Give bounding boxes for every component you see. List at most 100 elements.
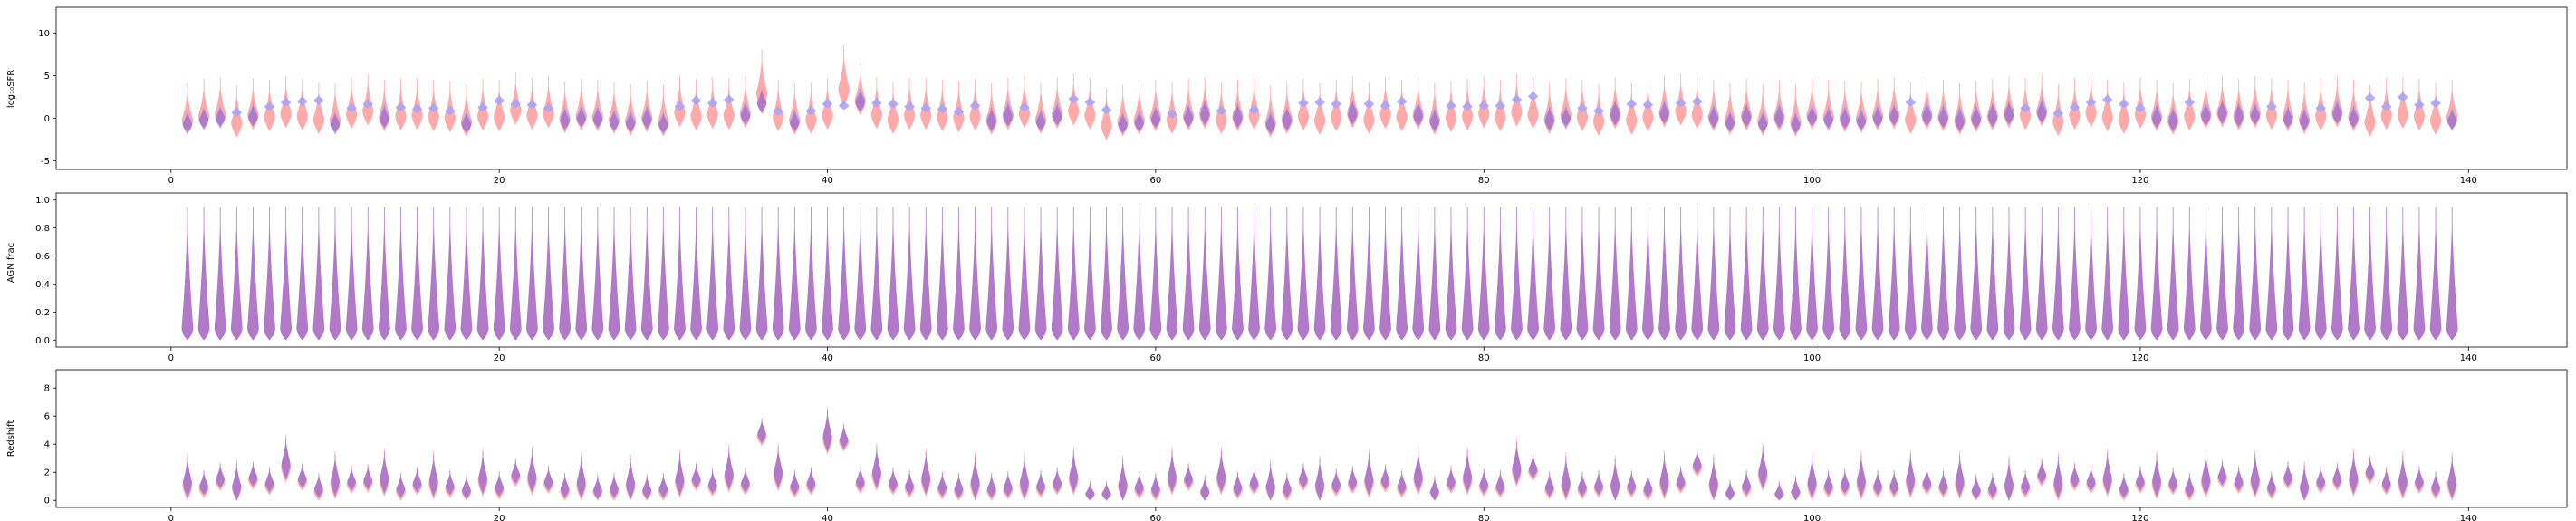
violin-redshift (560, 474, 570, 498)
violin-redshift (1265, 463, 1275, 501)
violin-sfr-blue (1446, 100, 1456, 111)
violin-agn-frac (772, 207, 784, 341)
x-tick-label: 140 (2460, 514, 2477, 521)
violin-sfr-blue (2414, 99, 2425, 110)
violin-sfr-overlap (790, 111, 800, 131)
violin-agn-frac (361, 207, 374, 341)
violin-sfr-blue (839, 100, 850, 111)
violin-redshift (2185, 474, 2195, 498)
violin-sfr-overlap (1544, 107, 1554, 130)
violin-agn-frac (378, 207, 390, 341)
violin-agn-frac (838, 207, 851, 341)
violin-redshift (445, 470, 455, 496)
violin-sfr-overlap (1922, 103, 1932, 126)
violin-agn-frac (559, 207, 572, 341)
violin-agn-frac (690, 207, 703, 341)
violin-agn-frac (1724, 207, 1736, 341)
violin-agn-frac (2331, 207, 2343, 341)
violin-sfr-blue (1331, 98, 1341, 109)
violin-sfr-blue (1577, 102, 1588, 112)
violin-redshift (2037, 459, 2047, 484)
y-tick-label: 6 (44, 412, 50, 422)
violin-agn-frac (1346, 207, 1359, 341)
violin-redshift (642, 475, 652, 499)
violin-sfr-overlap (216, 107, 226, 126)
violin-agn-frac (953, 207, 965, 341)
violin-agn-frac (2035, 207, 2048, 341)
violin-redshift (610, 474, 619, 498)
violin-agn-frac (2446, 207, 2458, 341)
violin-redshift (1594, 470, 1603, 496)
x-tick-label: 120 (2131, 176, 2148, 186)
violin-redshift (1922, 468, 1932, 492)
violin-agn-frac (870, 207, 883, 341)
axes-frame (55, 6, 2568, 170)
violin-redshift (1348, 467, 1358, 491)
violin-sfr-overlap (1938, 106, 1948, 128)
violin-sfr-blue (2020, 102, 2031, 112)
violin-agn-frac (1248, 207, 1261, 341)
violin-agn-frac (1871, 207, 1884, 341)
violin-redshift (1906, 453, 1916, 496)
violin-sfr-blue (1084, 96, 1095, 107)
violin-redshift (1184, 464, 1193, 488)
violin-redshift (658, 474, 668, 498)
y-tick-label: 0.8 (35, 224, 50, 234)
violin-sfr-overlap (1561, 108, 1571, 126)
violin-sfr-overlap (1807, 106, 1817, 126)
violin-redshift (199, 470, 208, 496)
violin-agn-frac (493, 207, 505, 341)
violin-redshift (1200, 477, 1210, 501)
violin-agn-frac (2019, 207, 2032, 341)
violin-agn-frac (2314, 207, 2327, 341)
agn-frac-panel: AGN frac 0.0 0.2 0.4 0.6 0.8 1.0 0 20 40 60 80 100 1… (6, 192, 2568, 363)
violin-agn-frac (2101, 207, 2114, 341)
violin-redshift (986, 474, 996, 498)
violin-redshift (1758, 446, 1768, 488)
violin-sfr-blue (822, 98, 833, 109)
violin-redshift (2332, 464, 2342, 488)
violin-sfr-blue (1363, 98, 1374, 109)
violin-agn-frac (312, 207, 325, 341)
violin-agn-frac (197, 207, 210, 341)
violin-agn-frac (1658, 207, 1670, 341)
violin-sfr-blue (953, 105, 964, 116)
violin-sfr-blue (2266, 101, 2277, 111)
violin-redshift (2431, 472, 2440, 497)
violin-agn-frac (1954, 207, 1966, 341)
violin-sfr-pink (2101, 80, 2113, 131)
violin-sfr-blue (543, 102, 554, 112)
violin-sfr-overlap (2217, 100, 2227, 124)
violin-redshift (1036, 470, 1045, 496)
violin-sfr-blue (1593, 104, 1604, 115)
violin-sfr-overlap (2283, 108, 2293, 128)
violin-redshift (264, 468, 274, 492)
violin-redshift (839, 424, 849, 449)
violin-sfr-overlap (1035, 111, 1046, 130)
violin-redshift (495, 472, 505, 497)
violin-agn-frac (1330, 207, 1342, 341)
violin-redshift (363, 465, 373, 489)
violin-agn-frac (1313, 207, 1326, 341)
violin-redshift (1299, 464, 1308, 488)
violin-sfr-overlap (2349, 107, 2359, 128)
violin-redshift (1627, 470, 1637, 496)
violin-sfr-overlap (1774, 105, 1784, 128)
y-tick-label: 0 (44, 114, 50, 124)
violin-sfr-overlap (642, 108, 652, 129)
violin-redshift (576, 456, 586, 498)
violin-sfr-pink (1313, 82, 1326, 135)
violin-sfr-blue (2315, 102, 2326, 112)
violin-redshift (248, 462, 258, 487)
violin-agn-frac (1986, 207, 1999, 341)
violin-agn-frac (1067, 207, 1080, 341)
violin-agn-frac (657, 207, 669, 341)
violin-agn-frac (2167, 207, 2179, 341)
violin-redshift (1380, 465, 1390, 489)
violin-agn-frac (788, 207, 801, 341)
violin-sfr-blue (362, 98, 373, 109)
y-tick-label: 0.0 (35, 336, 50, 346)
violin-sfr-blue (1101, 104, 1112, 114)
violin-redshift (1413, 450, 1423, 492)
x-tick-label: 0 (168, 353, 174, 363)
